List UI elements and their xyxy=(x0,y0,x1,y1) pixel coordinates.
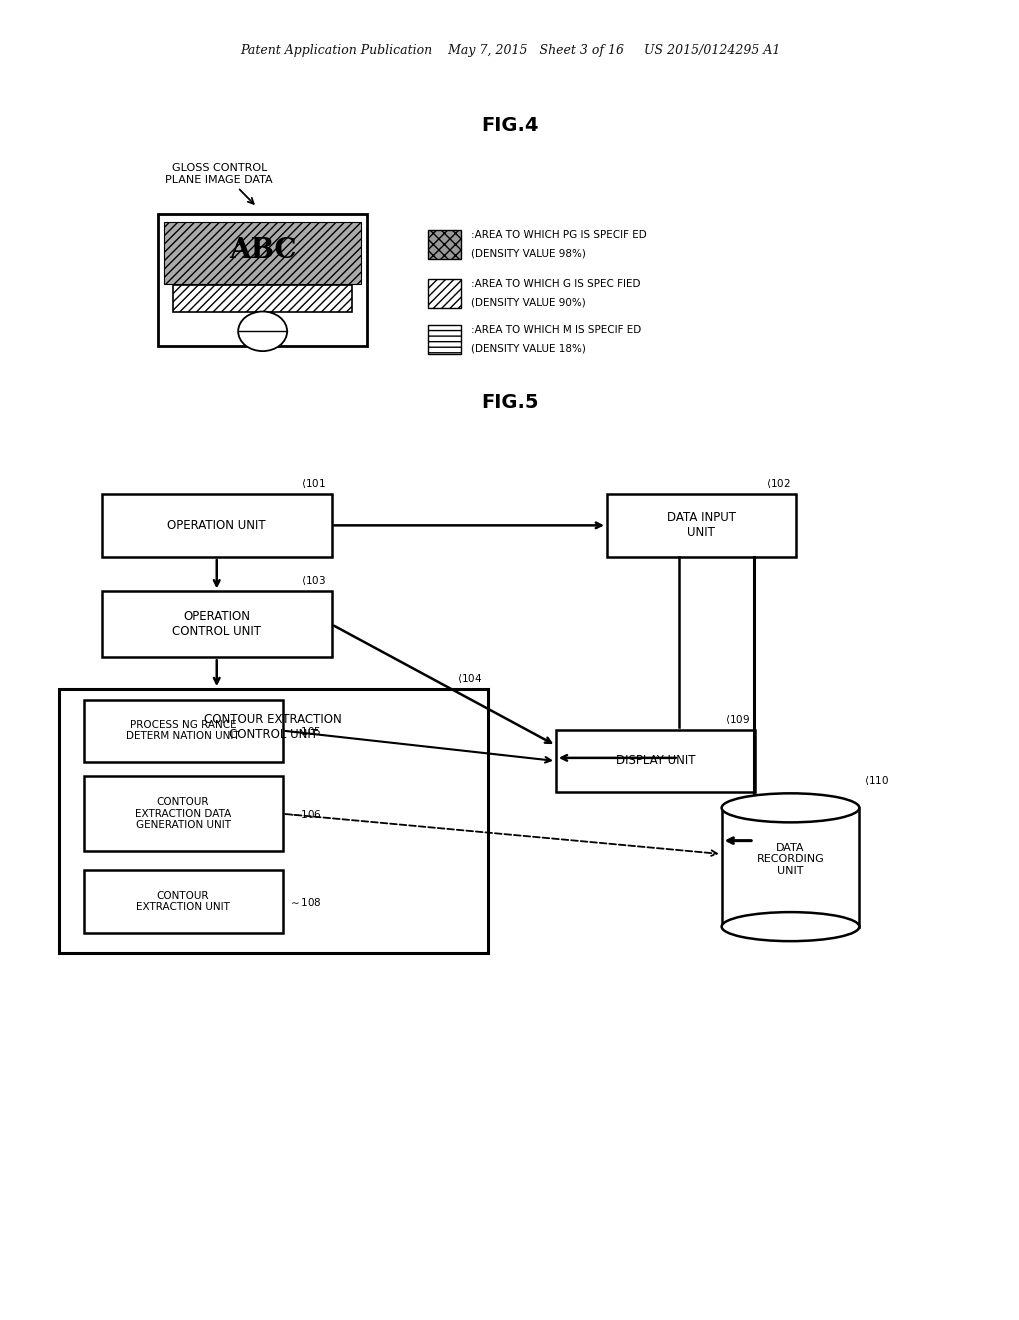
Bar xyxy=(59,689,487,953)
Text: PROCESS NG RANCE
DETERM NATION UNIT: PROCESS NG RANCE DETERM NATION UNIT xyxy=(126,719,239,742)
Text: GLOSS CONTROL
PLANE IMAGE DATA: GLOSS CONTROL PLANE IMAGE DATA xyxy=(165,164,273,185)
Bar xyxy=(158,214,367,346)
Text: $\sim$108: $\sim$108 xyxy=(287,895,321,908)
Text: $\langle$109: $\langle$109 xyxy=(723,713,749,726)
Text: CONTOUR
EXTRACTION DATA
GENERATION UNIT: CONTOUR EXTRACTION DATA GENERATION UNIT xyxy=(135,797,231,830)
Ellipse shape xyxy=(721,912,859,941)
Text: Patent Application Publication    May 7, 2015   Sheet 3 of 16     US 2015/012429: Patent Application Publication May 7, 20… xyxy=(239,44,780,57)
Text: $\sim$105: $\sim$105 xyxy=(287,725,321,737)
Text: :AREA TO WHICH G IS SPEC FIED: :AREA TO WHICH G IS SPEC FIED xyxy=(471,279,640,289)
Text: DATA
RECORDING
UNIT: DATA RECORDING UNIT xyxy=(756,842,823,876)
Text: $\sim$106: $\sim$106 xyxy=(287,808,321,820)
Text: $\langle$101: $\langle$101 xyxy=(302,477,326,490)
Text: $\langle$102: $\langle$102 xyxy=(765,477,790,490)
Text: OPERATION UNIT: OPERATION UNIT xyxy=(167,519,266,532)
Text: CONTOUR
EXTRACTION UNIT: CONTOUR EXTRACTION UNIT xyxy=(136,891,230,912)
Bar xyxy=(84,870,282,933)
Text: $\langle$103: $\langle$103 xyxy=(302,574,326,587)
Bar xyxy=(102,591,331,657)
Text: $\langle$104: $\langle$104 xyxy=(457,672,482,685)
Bar xyxy=(428,279,461,308)
Text: FIG.4: FIG.4 xyxy=(481,116,538,135)
Text: :AREA TO WHICH M IS SPECIF ED: :AREA TO WHICH M IS SPECIF ED xyxy=(471,325,641,335)
Text: $\langle$110: $\langle$110 xyxy=(864,774,889,787)
Text: :AREA TO WHICH PG IS SPECIF ED: :AREA TO WHICH PG IS SPECIF ED xyxy=(471,230,646,240)
Text: (DENSITY VALUE 90%): (DENSITY VALUE 90%) xyxy=(471,297,585,308)
Bar xyxy=(555,730,754,792)
Text: CONTOUR EXTRACTION
CONTROL UNIT: CONTOUR EXTRACTION CONTROL UNIT xyxy=(204,713,342,741)
Text: (DENSITY VALUE 98%): (DENSITY VALUE 98%) xyxy=(471,248,586,259)
Text: DATA INPUT
UNIT: DATA INPUT UNIT xyxy=(666,511,735,540)
Ellipse shape xyxy=(238,312,287,351)
Bar xyxy=(102,494,331,557)
Bar xyxy=(164,222,361,284)
Bar xyxy=(606,494,795,557)
Bar xyxy=(173,285,352,312)
Ellipse shape xyxy=(721,793,859,822)
Bar xyxy=(84,776,282,851)
Bar xyxy=(428,325,461,354)
Text: DISPLAY UNIT: DISPLAY UNIT xyxy=(615,755,694,767)
Bar xyxy=(84,700,282,762)
Text: FIG.5: FIG.5 xyxy=(481,393,538,412)
Text: (DENSITY VALUE 18%): (DENSITY VALUE 18%) xyxy=(471,343,586,354)
Bar xyxy=(428,230,461,259)
Text: OPERATION
CONTROL UNIT: OPERATION CONTROL UNIT xyxy=(172,610,261,639)
Text: ABC: ABC xyxy=(228,238,297,264)
